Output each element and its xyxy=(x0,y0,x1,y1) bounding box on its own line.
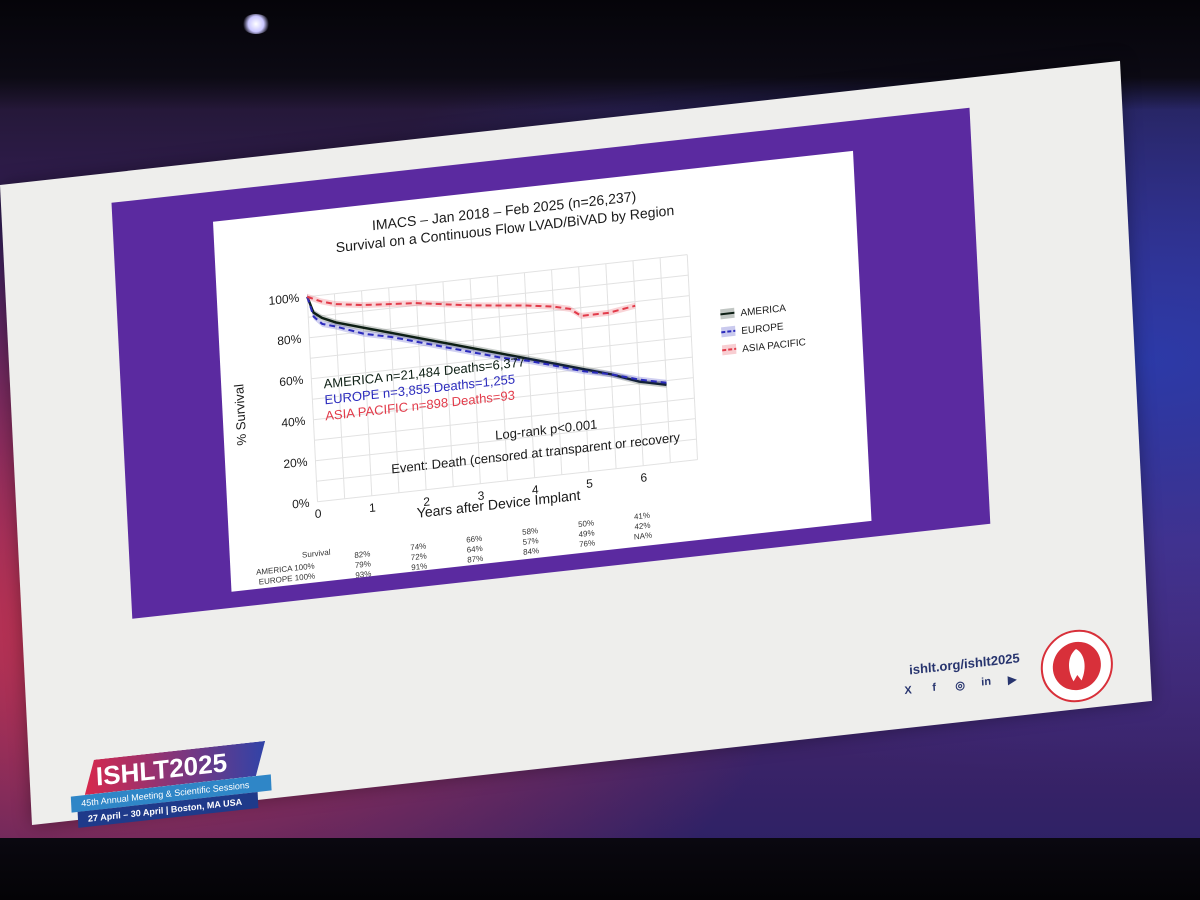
x-tick-label: 4 xyxy=(532,482,540,497)
y-tick-label: 0% xyxy=(292,496,310,512)
x-icon: X xyxy=(904,684,913,698)
risk-table-cell: 93% xyxy=(355,569,371,580)
legend-line xyxy=(722,347,737,352)
risk-table-cell: 91% xyxy=(411,562,427,573)
risk-table-cell: 64% xyxy=(467,544,483,555)
risk-table-cell: 58% xyxy=(522,526,538,537)
y-tick-label: 60% xyxy=(279,373,304,390)
x-tick-label: 1 xyxy=(369,500,377,515)
risk-table-cell: 76% xyxy=(579,538,595,549)
y-axis-label: % Survival xyxy=(231,383,249,446)
x-tick-label: 0 xyxy=(314,506,322,521)
ishlt-logo: ISHLT2025 45th Annual Meeting & Scientif… xyxy=(65,739,289,835)
grid-line-horizontal xyxy=(310,315,691,359)
legend-label: AMERICA xyxy=(740,303,786,319)
purple-panel: 0 1 2 3 4 5 6 0% 20% 40% 60% 80% 100% AMERICA EUROPE A… xyxy=(111,107,991,619)
grid-line-horizontal xyxy=(307,254,688,298)
youtube-icon: ▶ xyxy=(1007,673,1017,687)
society-seal-icon xyxy=(1040,629,1113,703)
grid-line-horizontal xyxy=(315,418,696,462)
series-line-asia-pacific xyxy=(306,295,636,317)
floor xyxy=(0,838,1200,900)
y-tick-label: 100% xyxy=(268,291,300,308)
legend-label: EUROPE xyxy=(741,321,784,337)
projected-slide: 0 1 2 3 4 5 6 0% 20% 40% 60% 80% 100% AMERICA EUROPE A… xyxy=(0,60,1152,828)
y-tick-label: 40% xyxy=(281,414,306,431)
risk-table-cell: 66% xyxy=(466,534,482,545)
grid-line-horizontal xyxy=(311,336,692,380)
x-tick-label: 6 xyxy=(640,470,648,485)
grid-line-horizontal xyxy=(312,356,693,400)
chart-axes: 0 1 2 3 4 5 60%20%40%60%80%100% xyxy=(268,291,648,521)
risk-table-header: Survival xyxy=(302,548,331,560)
grid-line-horizontal xyxy=(308,274,689,318)
x-axis-label: Years after Device Implant xyxy=(416,487,581,521)
series-line-europe xyxy=(306,296,667,384)
x-tick-label: 3 xyxy=(477,488,485,503)
legend-line xyxy=(720,311,735,316)
survival-chart: 0 1 2 3 4 5 60%20%40%60%80%100% AMERICAEUROPEA… xyxy=(231,188,806,592)
chart-series xyxy=(306,293,667,388)
legend-line xyxy=(721,329,736,334)
risk-table-cell: 79% xyxy=(355,559,371,570)
risk-table-cell: 57% xyxy=(522,536,538,547)
legend-label: ASIA PACIFIC xyxy=(742,337,806,355)
risk-table-cell: 42% xyxy=(634,521,650,532)
grid-line-horizontal xyxy=(316,438,697,482)
stage-light xyxy=(242,14,270,34)
risk-table-cell: 72% xyxy=(411,552,427,563)
series-line-america xyxy=(306,296,667,386)
x-tick-label: 5 xyxy=(586,476,594,491)
x-tick-label: 2 xyxy=(423,494,431,509)
y-tick-label: 80% xyxy=(277,332,302,349)
confidence-band-europe xyxy=(307,293,667,386)
risk-table-cell: 74% xyxy=(410,542,426,553)
risk-table-cell: 50% xyxy=(578,518,594,529)
risk-table-cell: 49% xyxy=(578,528,594,539)
facebook-icon: f xyxy=(932,681,937,695)
grid-line-horizontal xyxy=(309,295,690,339)
grid-line-horizontal xyxy=(314,397,695,441)
linkedin-icon: in xyxy=(980,675,992,689)
risk-table-cell: 87% xyxy=(467,554,483,565)
risk-table-cell: 82% xyxy=(354,549,370,560)
y-tick-label: 20% xyxy=(283,455,308,472)
risk-table-cell: NA% xyxy=(634,531,653,542)
risk-table-cell: 84% xyxy=(523,546,539,557)
chart-card: 0 1 2 3 4 5 6 0% 20% 40% 60% 80% 100% AMERICA EUROPE A… xyxy=(213,150,872,592)
instagram-icon: ◎ xyxy=(955,678,966,692)
chart-grid xyxy=(306,254,698,503)
grid-line-horizontal xyxy=(313,377,694,421)
risk-table-cell: 41% xyxy=(634,511,650,522)
grid-line-horizontal xyxy=(317,459,698,503)
